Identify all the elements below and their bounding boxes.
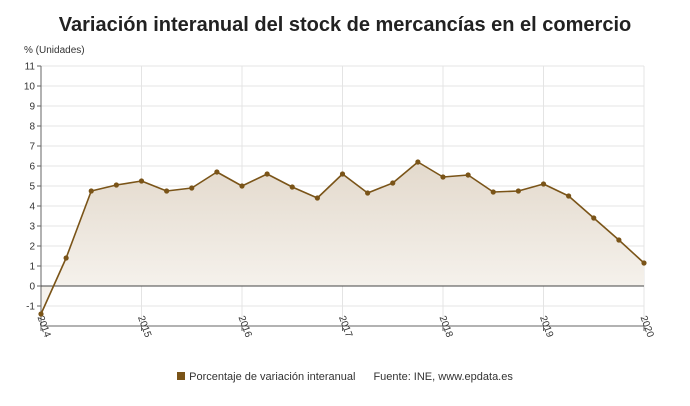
- data-point: [591, 215, 597, 221]
- data-point: [490, 189, 496, 195]
- data-point: [314, 195, 320, 201]
- y-tick-label: 11: [25, 62, 36, 73]
- x-tick-label: 2018: [437, 314, 455, 339]
- y-tick-label: 3: [29, 222, 35, 233]
- data-point: [415, 159, 421, 165]
- y-tick-label: 5: [29, 182, 35, 193]
- x-tick-label: 2020: [638, 314, 656, 339]
- data-point: [515, 188, 521, 194]
- data-point: [616, 237, 622, 243]
- x-tick-label: 2019: [537, 314, 555, 339]
- chart-title: Variación interanual del stock de mercan…: [58, 14, 632, 36]
- data-point: [164, 188, 170, 194]
- data-point: [214, 169, 220, 175]
- data-point: [189, 185, 195, 191]
- y-tick-label: 2: [29, 242, 35, 253]
- x-tick-label: 2016: [236, 314, 254, 339]
- y-tick-label: 10: [24, 82, 36, 93]
- x-tick-label: 2017: [336, 314, 354, 339]
- data-point: [63, 255, 69, 261]
- data-point: [440, 174, 446, 180]
- x-tick-label: 2015: [135, 314, 153, 339]
- data-point: [339, 171, 346, 177]
- y-tick-label: 4: [29, 202, 35, 213]
- data-point: [113, 182, 119, 188]
- data-point: [390, 180, 396, 186]
- data-point: [566, 193, 572, 199]
- x-tick-label: 2014: [35, 314, 53, 339]
- data-point: [365, 190, 371, 196]
- data-point: [88, 188, 94, 194]
- data-point: [138, 178, 145, 184]
- data-point: [264, 171, 270, 177]
- y-tick-label: 6: [29, 162, 35, 173]
- area-fill-path: [41, 162, 644, 314]
- y-tick-label: 8: [29, 122, 35, 133]
- legend-swatch: [177, 372, 186, 381]
- data-points: [38, 159, 647, 317]
- y-tick-label: 7: [29, 142, 35, 153]
- axes: [37, 65, 645, 331]
- y-tick-label: 9: [29, 102, 35, 113]
- y-tick-label: 1: [29, 262, 35, 273]
- data-point: [465, 172, 471, 178]
- data-point: [239, 183, 245, 189]
- data-point: [540, 181, 547, 187]
- legend-series-label: Porcentaje de variación interanual: [189, 371, 356, 383]
- data-point: [289, 184, 295, 190]
- y-axis-unit-label: % (Unidades): [24, 45, 85, 56]
- data-point: [38, 311, 44, 317]
- data-point: [641, 260, 647, 266]
- legend: Porcentaje de variación interanual Fuente…: [0, 371, 690, 383]
- area-fill: [41, 162, 644, 314]
- source-label: Fuente: INE, www.epdata.es: [373, 371, 513, 383]
- y-tick-label: 0: [29, 282, 35, 293]
- y-tick-label: -1: [26, 302, 35, 313]
